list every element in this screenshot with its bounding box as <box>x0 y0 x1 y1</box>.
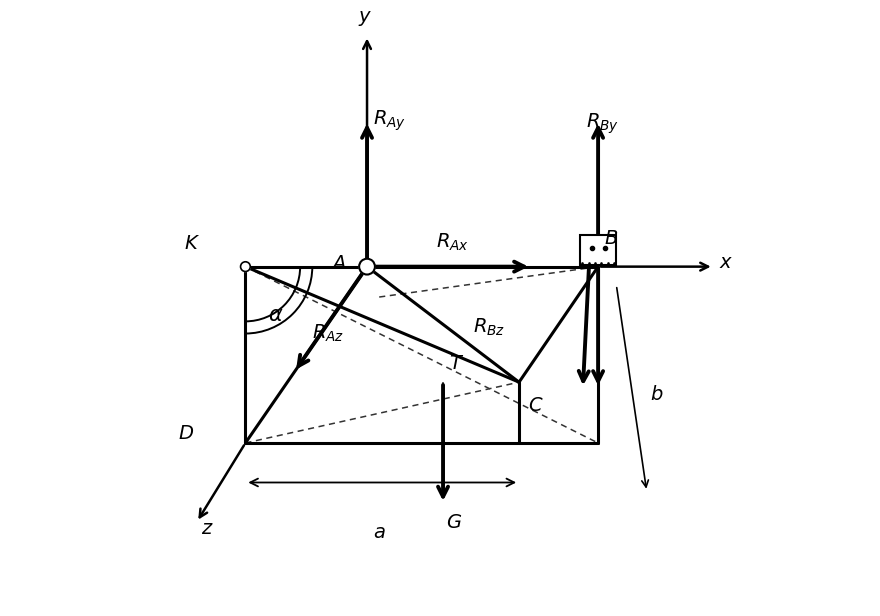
Text: $R_{Ay}$: $R_{Ay}$ <box>373 108 407 133</box>
Circle shape <box>359 259 375 275</box>
Text: $R_{Az}$: $R_{Az}$ <box>312 323 345 344</box>
Text: $G$: $G$ <box>446 513 462 532</box>
Text: D: D <box>179 424 194 444</box>
Text: A: A <box>333 254 346 274</box>
Text: C: C <box>528 395 542 415</box>
Text: $R_{Ax}$: $R_{Ax}$ <box>436 232 469 253</box>
Text: z: z <box>201 519 211 538</box>
Text: $a$: $a$ <box>373 523 385 542</box>
Text: $\alpha$: $\alpha$ <box>268 306 283 325</box>
Text: B: B <box>605 229 618 248</box>
Text: y: y <box>358 7 370 26</box>
Text: $b$: $b$ <box>649 385 664 404</box>
Text: x: x <box>720 254 731 272</box>
Text: $R_{Bz}$: $R_{Bz}$ <box>473 317 506 338</box>
Text: $R_{By}$: $R_{By}$ <box>586 111 619 136</box>
Text: K: K <box>184 233 197 253</box>
Text: T: T <box>449 354 461 373</box>
Circle shape <box>240 262 250 272</box>
Bar <box>580 235 616 265</box>
